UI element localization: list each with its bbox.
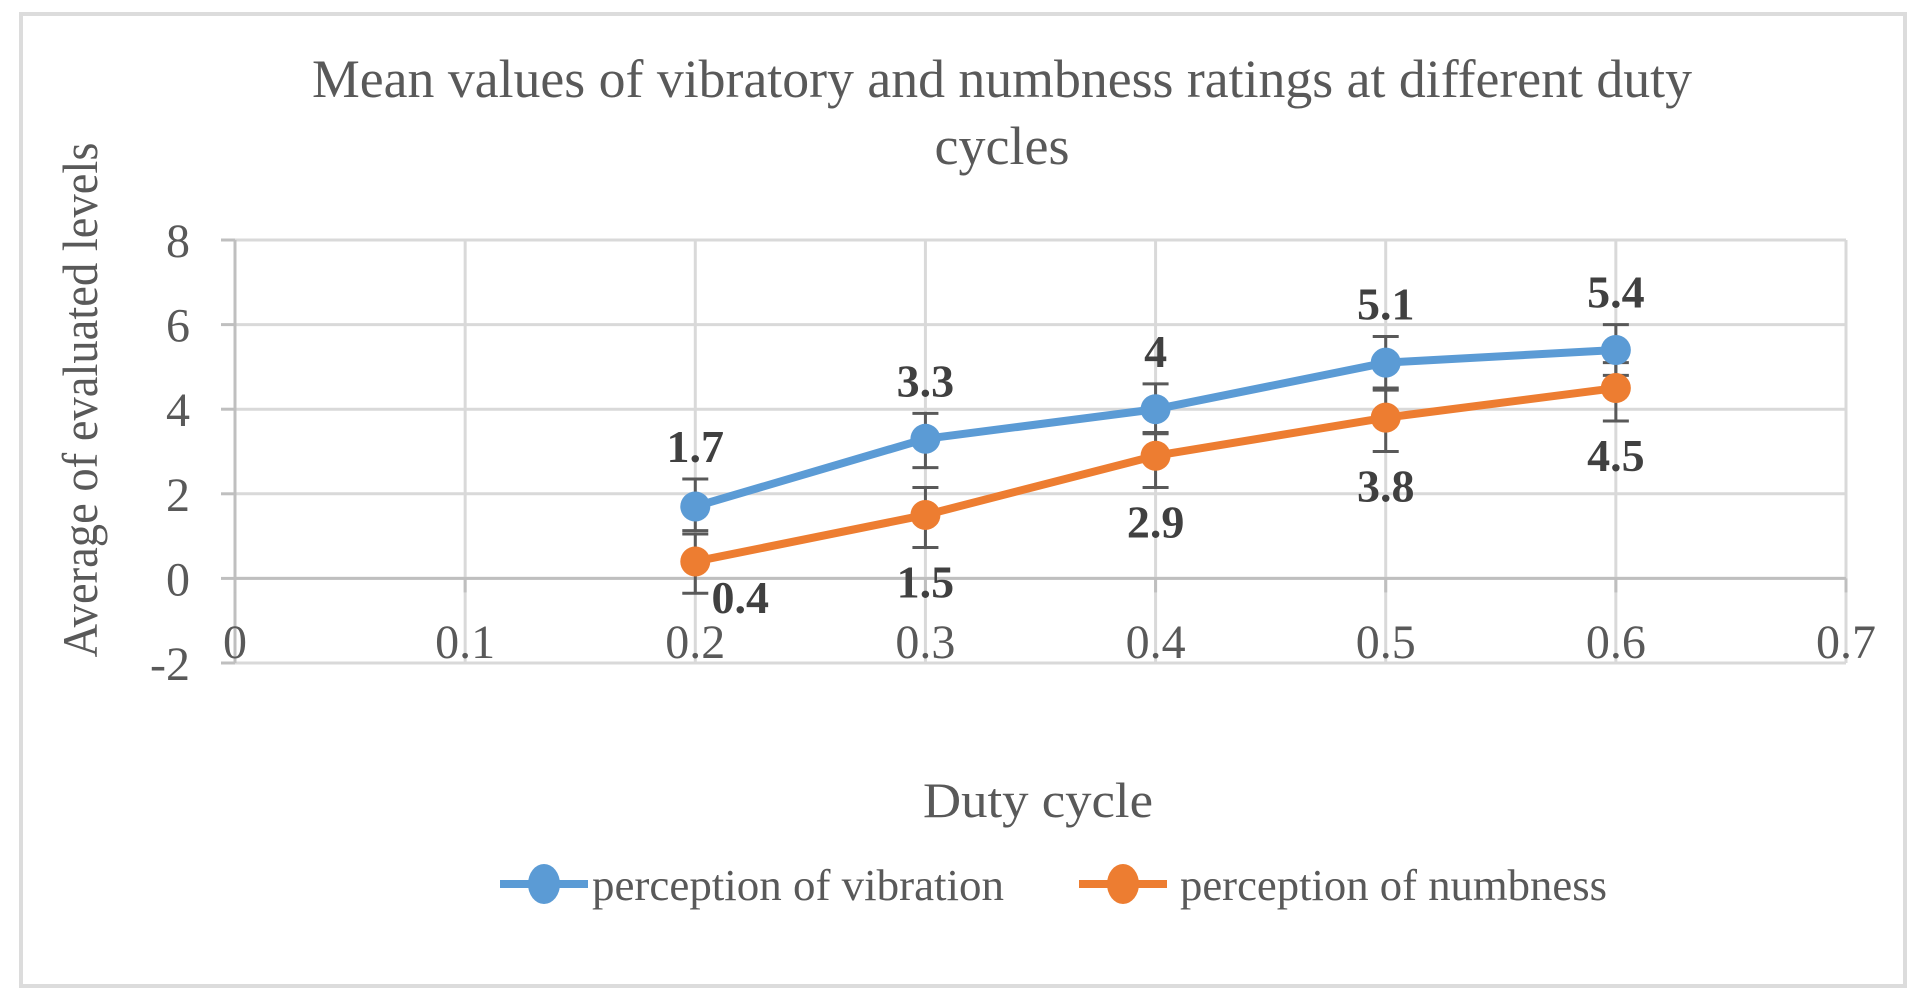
x-tick-label: 0.2 (665, 616, 725, 669)
data-label: 3.8 (1357, 461, 1415, 512)
data-point-marker (680, 491, 711, 522)
data-label: 1.7 (667, 421, 725, 472)
x-tick-label: 0.5 (1356, 616, 1416, 669)
data-label: 3.3 (897, 355, 955, 406)
data-point-marker (910, 423, 941, 454)
data-point-marker (1600, 373, 1631, 404)
legend-marker-dot (528, 864, 560, 904)
data-point-marker (1370, 347, 1401, 378)
data-label: 1.5 (897, 557, 955, 608)
data-label: 2.9 (1127, 496, 1185, 547)
data-label: 5.1 (1357, 278, 1415, 329)
data-point-marker (1600, 334, 1631, 365)
legend-label: perception of vibration (592, 861, 1004, 910)
y-axis-title: Average of evaluated levels (52, 143, 108, 658)
x-tick-label: 0.7 (1816, 616, 1876, 669)
legend-label: perception of numbness (1180, 861, 1607, 910)
data-label: 5.4 (1587, 267, 1645, 318)
y-tick-label: 6 (166, 300, 190, 353)
x-tick-label: 0.4 (1126, 616, 1186, 669)
data-point-marker (1140, 440, 1171, 471)
x-tick-label: 0.1 (435, 616, 495, 669)
x-axis-title: Duty cycle (923, 772, 1153, 828)
x-tick-label: 0 (223, 616, 247, 669)
data-point-marker (1370, 402, 1401, 433)
data-point-marker (680, 546, 711, 577)
y-tick-label: 2 (166, 469, 190, 522)
chart-title: Mean values of vibratory and numbness ra… (312, 49, 1692, 109)
y-tick-label: 4 (166, 384, 190, 437)
y-tick-label: 0 (166, 553, 190, 606)
x-tick-label: 0.6 (1586, 616, 1646, 669)
data-point-marker (910, 499, 941, 530)
data-label: 4.5 (1587, 430, 1645, 481)
chart-border (19, 12, 1907, 988)
data-label: 4 (1144, 326, 1167, 377)
data-point-marker (1140, 394, 1171, 425)
y-tick-label: 8 (166, 215, 190, 268)
x-tick-label: 0.3 (895, 616, 955, 669)
legend-marker-dot (1107, 864, 1139, 904)
y-tick-label: -2 (150, 638, 190, 691)
chart-title: cycles (935, 116, 1070, 176)
data-label: 0.4 (712, 572, 770, 623)
